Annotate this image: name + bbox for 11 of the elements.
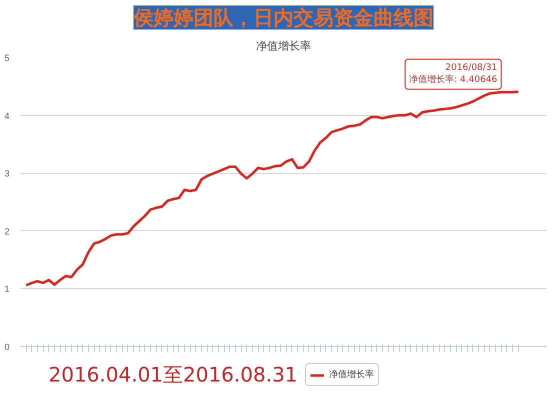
annotation: 2016/08/31 净值增长率: 4.40646	[409, 63, 498, 86]
chart-title: 侯婷婷团队，日内交易资金曲线图	[132, 6, 434, 30]
text: 2016.04.01至2016.08.31	[48, 362, 298, 386]
legend-label: 净值增长率	[329, 368, 374, 381]
y-tick-label: 1	[4, 284, 10, 294]
y-tick-label: 2	[4, 226, 10, 236]
y-tick-label: 0	[4, 342, 10, 352]
y-tick-label: 3	[4, 168, 10, 179]
chart-subtitle: 净值增长率	[256, 40, 311, 52]
y-tick-label: 4	[4, 110, 10, 121]
y-tick-label: 5	[4, 53, 10, 63]
